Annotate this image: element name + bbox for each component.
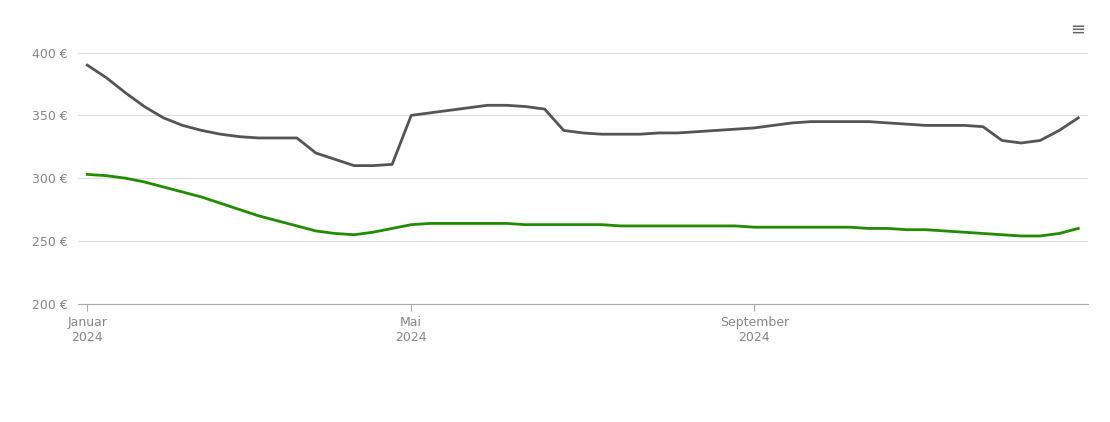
Sackware <box>728 127 741 132</box>
Sackware <box>347 163 361 168</box>
lose Ware <box>1015 233 1028 238</box>
lose Ware <box>672 223 685 228</box>
Sackware <box>862 119 876 124</box>
lose Ware <box>1071 226 1084 231</box>
lose Ware <box>653 223 666 228</box>
Sackware <box>672 130 685 135</box>
Line: Sackware: Sackware <box>88 65 1078 165</box>
lose Ware <box>81 172 94 177</box>
lose Ware <box>957 230 970 235</box>
lose Ware <box>842 225 856 230</box>
Sackware <box>1071 115 1084 120</box>
Text: ≡: ≡ <box>1070 21 1086 39</box>
lose Ware <box>709 223 723 228</box>
Line: lose Ware: lose Ware <box>88 174 1078 236</box>
Sackware <box>977 124 990 129</box>
Sackware <box>366 163 380 168</box>
Sackware <box>81 62 94 68</box>
Sackware <box>690 129 704 134</box>
lose Ware <box>347 232 361 237</box>
